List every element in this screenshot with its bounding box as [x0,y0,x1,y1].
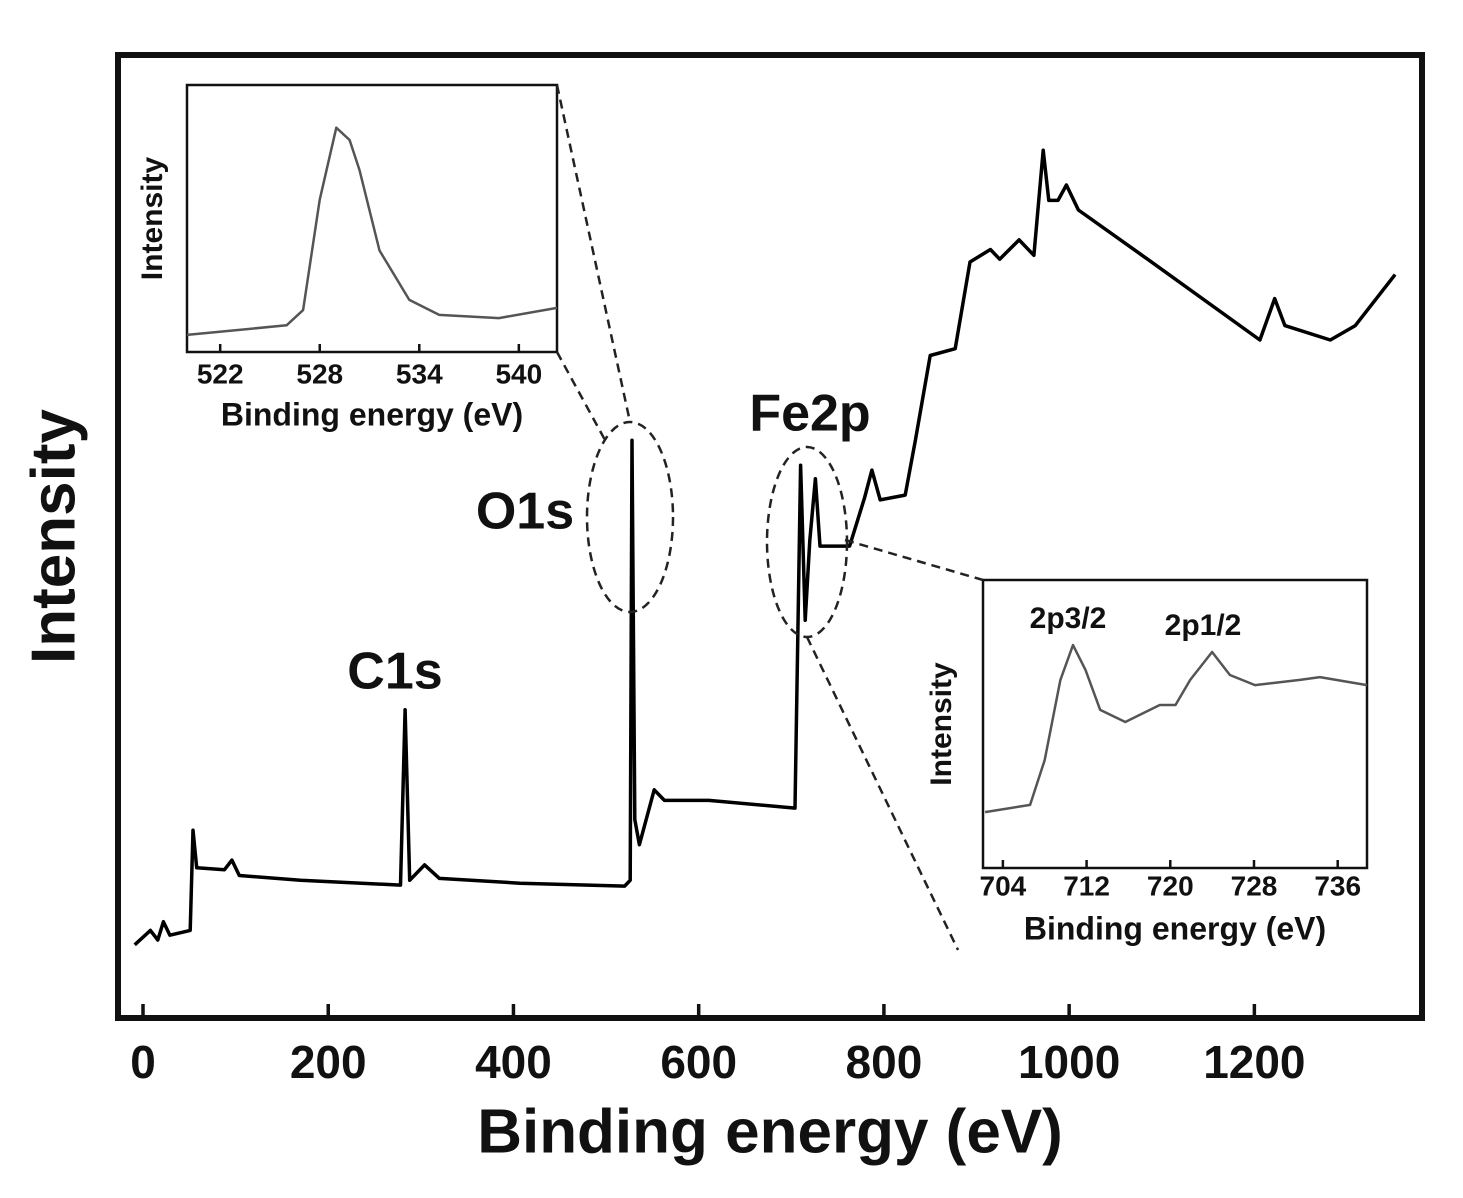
x-axis-label: Binding energy (eV) [1024,910,1326,946]
chart-panel: 704 712 720 728 736 Binding energy (eV) Intens… [925,578,1369,946]
connector [844,538,984,582]
plot-frame [981,578,1369,870]
x-axis-label: Binding energy (eV) [477,1097,1063,1166]
peak-label: 2p1/2 [1165,609,1242,642]
x-tick-label: 800 [846,1036,923,1088]
x-tick-label: 0 [130,1036,156,1088]
x-tick-label: 1200 [1203,1036,1305,1088]
x-tick-label: 534 [396,358,443,389]
x-tick-label: 736 [1314,870,1361,901]
connector [555,84,632,423]
connector [555,351,607,441]
x-tick-label: 712 [1063,870,1110,901]
peak-label: C1s [347,643,442,701]
x-tick-label: 400 [475,1036,552,1088]
chart-panel: 522 528 534 540 Binding energy (eV) Intensity [136,83,559,432]
connector [805,636,960,951]
spectrum-line [984,643,1368,814]
x-tick-label: 600 [660,1036,737,1088]
y-axis-label: Intensity [19,409,88,664]
x-tick-label: 704 [980,870,1027,901]
peak-label: Fe2p [749,385,870,443]
x-tick-label: 200 [290,1036,367,1088]
o1s-ellipse [585,420,675,614]
peak-label: O1s [476,483,574,541]
y-axis-label: Intensity [925,662,958,786]
chart-panel: 0 200 400 600 800 1000 1200 Binding energy (eV)… [19,52,1425,1166]
spectrum-line [186,126,558,337]
x-tick-label: 720 [1147,870,1194,901]
x-tick-label: 1000 [1018,1036,1120,1088]
guides [555,84,984,951]
x-tick-label: 522 [197,358,244,389]
y-axis-label: Intensity [136,157,169,281]
x-tick-label: 540 [495,358,542,389]
x-tick-label: 728 [1231,870,1278,901]
spectrum-line [133,148,1397,947]
x-tick-label: 528 [296,358,343,389]
x-axis-label: Binding energy (eV) [221,396,523,432]
peak-label: 2p3/2 [1030,602,1107,635]
